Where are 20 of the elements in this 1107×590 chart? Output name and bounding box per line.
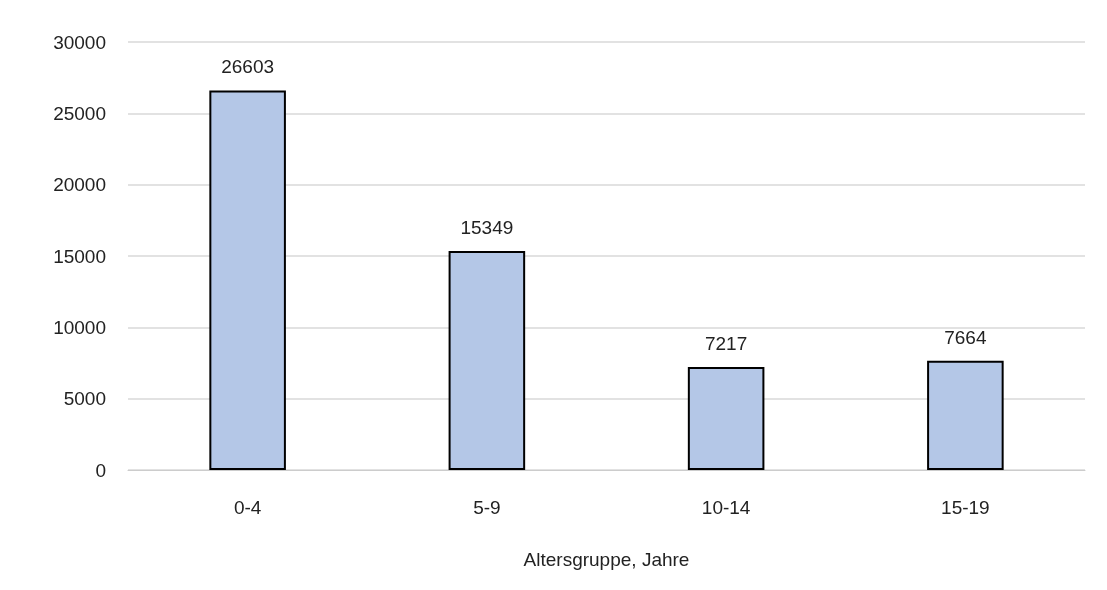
bar xyxy=(448,251,526,470)
bar xyxy=(687,367,765,470)
x-tick-label: 5-9 xyxy=(473,497,501,518)
data-label: 15349 xyxy=(460,217,514,239)
data-label: 26603 xyxy=(221,56,275,78)
bar xyxy=(209,90,286,470)
bar xyxy=(927,360,1004,470)
data-label: 7664 xyxy=(944,326,987,348)
y-tick-label: 25000 xyxy=(53,102,106,124)
y-tick-label: 0 xyxy=(95,459,106,481)
data-label: 7217 xyxy=(704,333,748,355)
x-tick-label: 0-4 xyxy=(233,497,262,518)
x-tick-label: 15-19 xyxy=(941,497,990,518)
x-axis-title: Altersgruppe, Jahre xyxy=(523,549,690,570)
y-tick-label: 10000 xyxy=(53,316,106,338)
y-tick-label: 30000 xyxy=(53,31,106,53)
x-tick-label: 10-14 xyxy=(701,497,751,518)
y-tick-label: 15000 xyxy=(53,245,106,267)
y-tick-label: 20000 xyxy=(53,174,106,196)
y-tick-label: 5000 xyxy=(63,388,106,410)
